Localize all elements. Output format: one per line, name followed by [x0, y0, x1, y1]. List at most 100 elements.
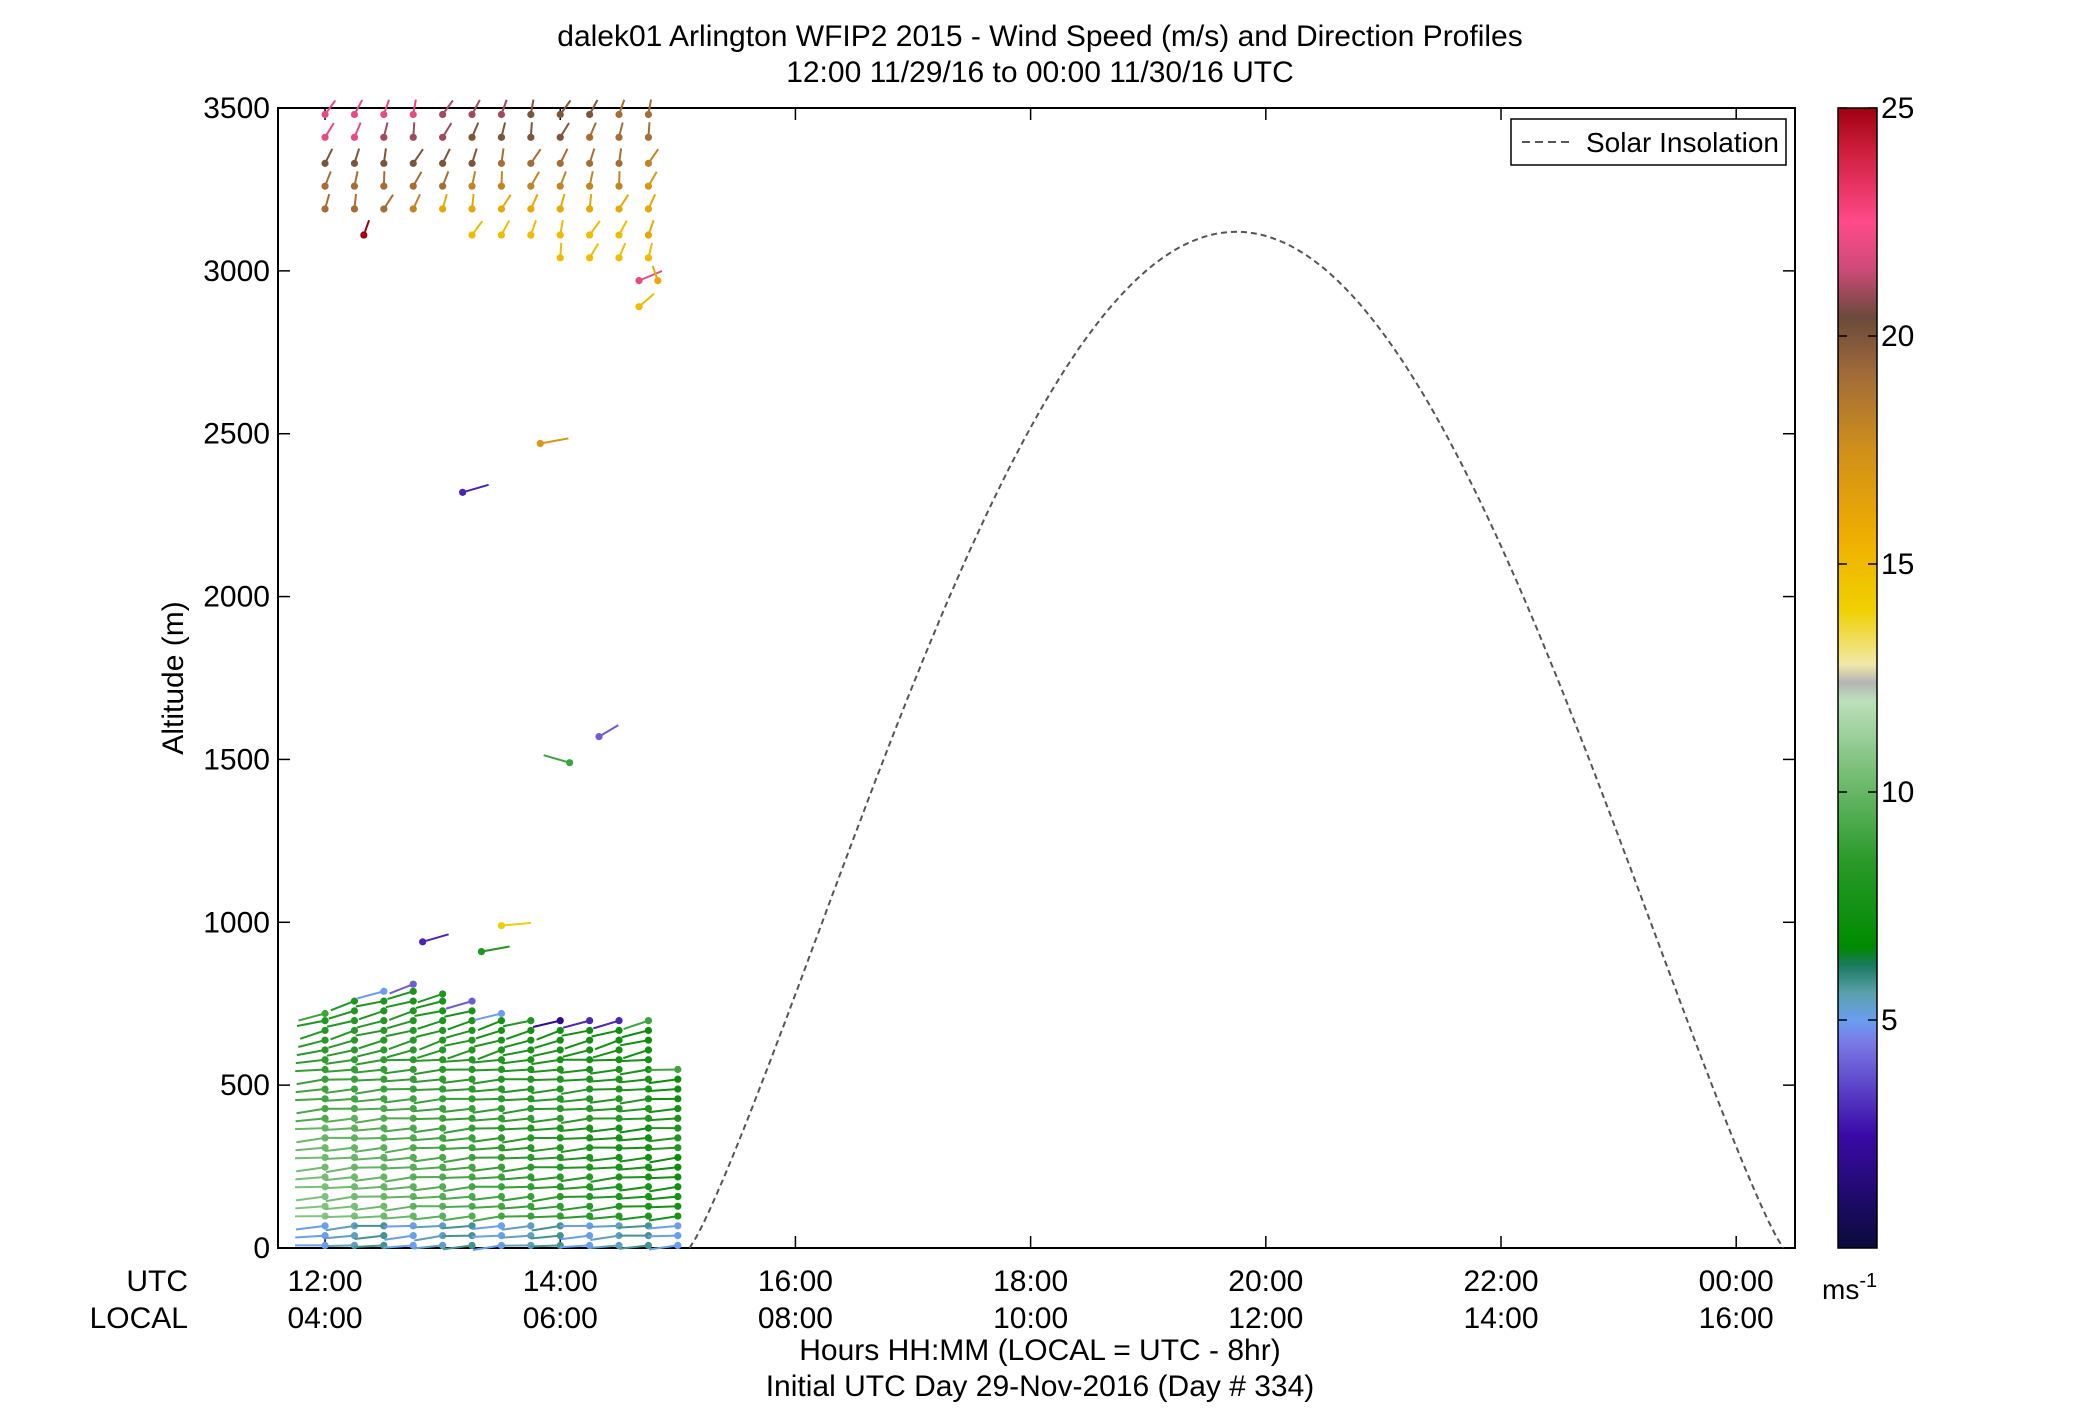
wind-barb — [412, 1192, 447, 1201]
wind-barb-dot — [468, 205, 476, 213]
wind-barb — [589, 1134, 623, 1142]
wind-barb — [530, 1232, 564, 1240]
wind-barb-shaft — [502, 1107, 532, 1115]
wind-barb — [442, 1173, 476, 1181]
wind-barb — [530, 1212, 564, 1220]
wind-barb-dot — [497, 1163, 506, 1171]
wind-barb — [648, 1104, 682, 1114]
wind-barb-dot — [654, 277, 662, 285]
legend-label: Solar Insolation — [1586, 127, 1779, 158]
wind-barb-dot — [409, 1183, 417, 1191]
wind-barb-shaft — [355, 1000, 385, 1008]
colorbar: 5 10 15 20 25 ms-1 — [1822, 92, 1914, 1305]
wind-barb-dot — [380, 1007, 388, 1015]
wind-barb-shaft — [619, 1156, 649, 1163]
wind-barb-shaft — [296, 1107, 326, 1115]
wind-barb — [530, 1173, 564, 1182]
wind-barb — [385, 1026, 417, 1038]
wind-barb-shaft — [590, 1205, 620, 1212]
wind-barb — [531, 1192, 564, 1203]
wind-barb — [439, 148, 451, 167]
wind-barb — [618, 1056, 653, 1064]
wind-barb — [442, 1114, 476, 1122]
wind-barb-shaft — [618, 1195, 649, 1200]
wind-barb-shaft — [560, 1117, 590, 1124]
wind-barb-shaft — [619, 1127, 649, 1134]
wind-barb-dot — [409, 1153, 417, 1162]
wind-barb-dot — [350, 1144, 359, 1152]
wind-barb — [559, 1192, 594, 1201]
wind-barb — [295, 1095, 329, 1103]
wind-barb-dot — [615, 133, 623, 141]
wind-barb-dot — [468, 1192, 476, 1201]
wind-barb-dot — [556, 110, 564, 119]
wind-barb-shaft — [472, 1136, 502, 1143]
wind-barb — [471, 1173, 506, 1181]
wind-barb — [386, 1046, 417, 1059]
wind-barb-dot — [468, 1232, 476, 1240]
wind-barb-dot — [468, 1222, 476, 1230]
wind-barb-dot — [644, 1046, 653, 1054]
wind-barb-dot — [674, 1163, 682, 1171]
wind-barb-layer — [295, 99, 682, 1252]
wind-barb-shaft — [328, 1009, 355, 1020]
wind-barb-shaft — [330, 1029, 355, 1041]
wind-barb-dot — [409, 110, 417, 119]
wind-barb-shaft — [530, 1078, 561, 1082]
wind-barb-shaft — [471, 1058, 502, 1064]
wind-barb-dot — [468, 1241, 476, 1249]
wind-barb-dot — [644, 182, 653, 190]
wind-barb — [500, 1095, 535, 1103]
wind-barb — [502, 1104, 535, 1115]
wind-barb-shaft — [559, 1107, 590, 1111]
wind-barb-dot — [380, 182, 388, 190]
wind-barb-dot — [321, 1222, 329, 1230]
wind-barb-dot — [556, 1017, 564, 1025]
wind-barb-dot — [644, 1163, 653, 1171]
wind-barb-shaft — [324, 1068, 355, 1073]
wind-barb-shaft — [298, 1012, 326, 1022]
wind-barb — [471, 1124, 506, 1132]
wind-barb-dot — [556, 1085, 564, 1093]
wind-barb — [592, 1046, 623, 1059]
wind-barb-shaft — [530, 1234, 561, 1240]
wind-barb — [380, 99, 390, 119]
wind-barb-dot — [497, 1192, 506, 1201]
wind-barb — [647, 1095, 682, 1103]
wind-barb — [589, 1241, 623, 1249]
wind-barb-shaft — [412, 1166, 443, 1171]
wind-barb-shaft — [296, 1078, 326, 1086]
wind-barb — [501, 1192, 535, 1202]
wind-barb — [560, 1124, 594, 1132]
wind-barb — [562, 1017, 594, 1029]
wind-barb-dot — [468, 997, 476, 1005]
wind-barb-shaft — [388, 1009, 414, 1021]
wind-barb — [353, 1104, 388, 1113]
wind-barb-dot — [321, 205, 329, 213]
wind-barb-shaft — [475, 1029, 502, 1040]
wind-barb-dot — [497, 1026, 506, 1035]
wind-barb-dot — [674, 1192, 682, 1201]
wind-barb-dot — [674, 1153, 682, 1162]
wind-barb-dot — [556, 254, 564, 262]
wind-barb-dot — [556, 1114, 564, 1122]
wind-barb — [586, 122, 597, 141]
wind-barb-dot — [439, 997, 447, 1005]
wind-barb-dot — [556, 1095, 564, 1103]
wind-barb-dot — [321, 1085, 329, 1093]
wind-barb-shaft — [442, 1175, 473, 1180]
wind-barb-shaft — [534, 1039, 561, 1049]
wind-barb — [383, 1163, 417, 1171]
wind-barb-dot — [644, 1241, 653, 1249]
wind-barb-shaft — [412, 1058, 443, 1063]
colorbar-unit: ms-1 — [1822, 1270, 1877, 1305]
wind-barb — [651, 265, 662, 285]
wind-barb — [325, 1192, 359, 1203]
wind-barb — [500, 1153, 535, 1162]
wind-barb-dot — [439, 1124, 447, 1132]
x-tick-label-local: 16:00 — [1699, 1302, 1774, 1335]
wind-barb-shaft — [447, 1019, 473, 1031]
wind-barb — [443, 1212, 476, 1222]
wind-barb-dot — [468, 1026, 476, 1035]
wind-barb-dot — [321, 110, 329, 119]
